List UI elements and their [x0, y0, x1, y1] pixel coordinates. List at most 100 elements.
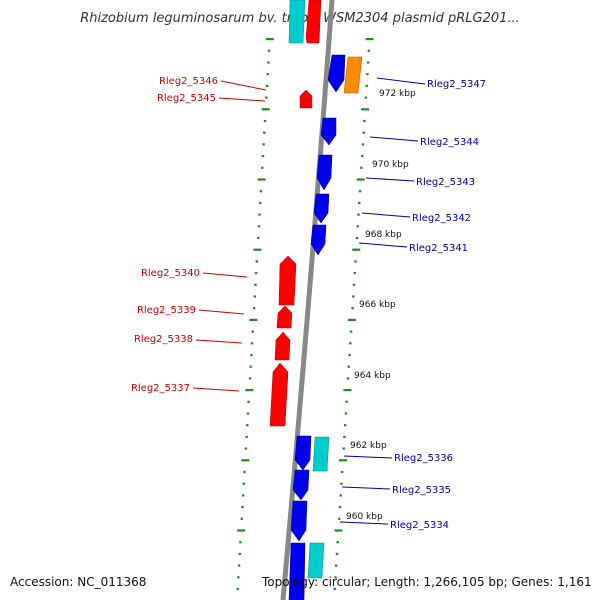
tick-mark-outer: [361, 143, 365, 146]
leader-line: [202, 272, 248, 278]
kbp-label: 964 kbp: [354, 371, 391, 381]
gene-cyan: [307, 542, 325, 579]
tick-mark-outer: [341, 470, 344, 474]
gene-cyan: [312, 436, 330, 472]
tick-mark-outer: [334, 576, 337, 579]
tick-mark-outer: [352, 295, 355, 298]
tick-mark-outer: [334, 529, 343, 532]
tick-mark-outer: [354, 260, 357, 263]
gene-label-rleg2-5346[interactable]: Rleg2_5346: [159, 76, 218, 87]
gene-label-rleg2-5343[interactable]: Rleg2_5343: [416, 177, 475, 188]
gene-label-rleg2-5341[interactable]: Rleg2_5341: [409, 243, 468, 254]
tick-mark-outer: [349, 342, 352, 345]
tick-mark-inner: [249, 318, 258, 321]
left-labels: Rleg2_5346 Rleg2_5345 Rleg2_5340 Rleg2_5…: [131, 76, 267, 394]
gene-rleg2-5340: [278, 255, 297, 306]
tick-mark-outer: [333, 587, 336, 591]
gene-label-rleg2-5337[interactable]: Rleg2_5337: [131, 383, 190, 394]
leader-line: [339, 521, 389, 525]
tick-mark-outer: [365, 84, 368, 87]
tick-mark-inner: [261, 166, 264, 169]
tick-mark-inner: [245, 389, 254, 392]
gene-label-rleg2-5334[interactable]: Rleg2_5334: [390, 520, 449, 531]
tick-mark-outer: [335, 552, 339, 555]
leader-line: [365, 177, 415, 182]
leader-line: [376, 77, 426, 85]
tick-mark-outer: [347, 318, 356, 321]
tick-mark-outer: [340, 482, 343, 485]
tick-mark-outer: [358, 201, 361, 204]
tick-mark-inner: [236, 587, 239, 591]
tick-mark-outer: [338, 506, 342, 509]
kbp-label: 968 kbp: [365, 230, 402, 240]
tick-mark-inner: [246, 412, 250, 415]
accession-text: Accession: NC_011368: [10, 575, 146, 589]
tick-mark-outer: [348, 353, 351, 357]
leader-line: [369, 136, 419, 142]
tick-mark-inner: [259, 190, 263, 193]
tick-mark-inner: [265, 38, 274, 41]
kbp-label: 966 kbp: [359, 300, 396, 310]
tick-mark-inner: [261, 155, 265, 158]
leader-line: [343, 455, 393, 459]
tick-mark-outer: [366, 61, 370, 64]
leader-line: [195, 339, 243, 344]
gene-label-rleg2-5340[interactable]: Rleg2_5340: [141, 268, 200, 279]
tick-mark-outer: [349, 330, 353, 333]
tick-mark-inner: [265, 84, 269, 87]
gene-rleg2-5337: [269, 362, 289, 427]
tick-mark-inner: [237, 576, 240, 579]
tick-mark-outer: [360, 166, 363, 169]
tick-mark-inner: [253, 295, 256, 298]
tick-mark-inner: [237, 529, 246, 532]
gene-label-rleg2-5344[interactable]: Rleg2_5344: [420, 137, 479, 148]
gene-rleg2-5343: [316, 154, 333, 191]
gene-label-rleg2-5342[interactable]: Rleg2_5342: [412, 213, 471, 224]
tick-mark-inner: [245, 435, 248, 438]
tick-mark-outer: [343, 389, 352, 392]
tick-mark-inner: [250, 353, 253, 357]
leader-line: [220, 80, 267, 91]
tick-mark-outer: [367, 49, 371, 52]
gene-rleg2-5341: [310, 224, 327, 256]
tick-mark-outer: [338, 459, 347, 462]
tick-mark-outer: [361, 108, 370, 111]
tick-mark-outer: [365, 38, 374, 41]
tick-mark-outer: [352, 283, 356, 286]
gene-rleg2-5336: [294, 435, 312, 471]
tick-mark-outer: [352, 248, 361, 251]
gene-rleg2-5345: [299, 89, 313, 103]
gene-label-rleg2-5335[interactable]: Rleg2_5335: [392, 485, 451, 496]
tick-mark-inner: [263, 131, 266, 134]
gene-rleg2-5344: [320, 117, 337, 146]
tick-mark-inner: [247, 400, 250, 403]
tick-mark-inner: [251, 330, 254, 333]
tick-mark-inner: [238, 552, 241, 555]
gene-label-rleg2-5336[interactable]: Rleg2_5336: [394, 453, 453, 464]
gene-label-rleg2-5345[interactable]: Rleg2_5345: [157, 93, 216, 104]
tick-mark-outer: [342, 447, 345, 450]
gene-rleg2-5347: [327, 54, 346, 93]
kbp-label: 962 kbp: [350, 441, 387, 451]
tick-mark-outer: [335, 564, 338, 567]
tick-mark-inner: [257, 178, 266, 181]
leader-line: [192, 387, 240, 392]
gene-red: [305, 0, 322, 44]
gene-label-rleg2-5339[interactable]: Rleg2_5339: [137, 305, 196, 316]
tick-mark-outer: [356, 225, 359, 228]
gene-label-rleg2-5338[interactable]: Rleg2_5338: [134, 334, 193, 345]
tick-mark-inner: [248, 377, 252, 380]
tick-mark-inner: [239, 541, 242, 544]
gene-label-rleg2-5347[interactable]: Rleg2_5347: [427, 79, 486, 90]
genome-backbone: [280, 0, 335, 600]
gene-features: [269, 0, 363, 600]
tick-mark-inner: [257, 225, 261, 228]
leader-line: [358, 242, 408, 248]
tick-mark-inner: [267, 61, 270, 64]
tick-mark-inner: [253, 248, 262, 251]
tick-mark-outer: [361, 155, 364, 158]
kbp-label: 970 kbp: [372, 160, 409, 170]
leader-line: [218, 97, 266, 102]
tick-mark-inner: [237, 564, 241, 567]
gene-rleg2-5335: [292, 469, 310, 501]
